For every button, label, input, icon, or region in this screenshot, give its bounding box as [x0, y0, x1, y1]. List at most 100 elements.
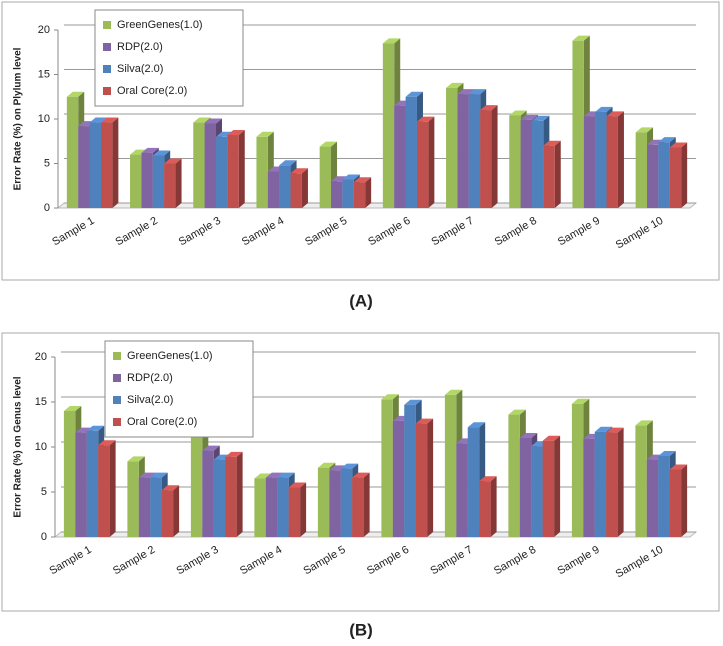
bar-top	[89, 117, 107, 123]
bar-top	[635, 420, 653, 426]
bar-side	[617, 111, 624, 208]
bar-side	[363, 472, 370, 537]
bar-side	[617, 427, 624, 537]
y-axis-label: Error Rate (%) on Genus level	[13, 376, 24, 517]
bar-top	[606, 111, 624, 117]
bar-top	[150, 472, 168, 478]
bar	[150, 477, 162, 537]
bar	[256, 136, 268, 208]
y-tick-label: 0	[44, 202, 50, 214]
bar-top	[202, 445, 220, 451]
bar-top	[606, 427, 624, 433]
legend-label: Silva(2.0)	[117, 63, 163, 75]
bar-top	[508, 409, 526, 415]
panel-label: (B)	[349, 620, 373, 639]
bar	[479, 481, 491, 537]
bar-side	[681, 142, 688, 208]
bar	[572, 40, 584, 209]
legend-box	[94, 9, 244, 107]
bar	[127, 461, 139, 537]
y-tick-label: 10	[35, 441, 47, 453]
bar	[63, 411, 76, 537]
bar-top	[225, 451, 243, 457]
bar-top	[381, 394, 399, 400]
bar	[265, 477, 278, 537]
bar	[606, 116, 618, 208]
bar	[635, 132, 648, 208]
bar-top	[204, 118, 222, 124]
bar-top	[572, 35, 590, 41]
panel-label: (A)	[349, 291, 373, 310]
bar	[331, 181, 343, 208]
bar-top	[342, 174, 360, 180]
bar-top	[193, 117, 211, 123]
y-tick-label: 20	[38, 24, 50, 36]
bar	[227, 135, 239, 208]
bar-top	[479, 476, 497, 482]
bar-top	[290, 168, 308, 174]
bar	[340, 468, 353, 537]
y-tick-label: 10	[38, 113, 50, 125]
bar-top	[658, 451, 676, 456]
bar	[457, 94, 469, 208]
bar-top	[509, 110, 527, 116]
bar-top	[457, 89, 475, 95]
bar-top	[444, 389, 463, 395]
legend-swatch	[103, 87, 111, 95]
bar-side	[173, 485, 180, 537]
y-tick-label: 5	[41, 486, 47, 498]
bar-side	[681, 464, 688, 537]
bar-top	[467, 422, 486, 428]
bar	[392, 420, 405, 537]
bar	[352, 477, 364, 537]
bar	[382, 43, 395, 208]
y-tick-label: 15	[35, 396, 47, 408]
bar-top	[595, 106, 613, 112]
bar	[480, 110, 492, 208]
bar	[543, 145, 555, 208]
bar	[571, 403, 584, 537]
bar	[532, 120, 544, 208]
y-tick-label: 20	[35, 351, 47, 363]
bar	[216, 136, 228, 208]
bar	[130, 154, 142, 208]
bar	[319, 146, 332, 208]
bar	[152, 155, 165, 208]
bar-top	[329, 465, 347, 471]
bar	[86, 430, 99, 537]
bar-top	[658, 137, 676, 143]
bar	[468, 94, 481, 208]
bar	[415, 423, 428, 537]
legend-swatch	[113, 418, 121, 426]
bar-top	[405, 91, 423, 97]
bar-top	[519, 433, 538, 438]
legend-swatch	[103, 43, 111, 51]
bar	[404, 404, 416, 537]
y-tick-label: 5	[44, 157, 50, 169]
bar-top	[352, 472, 370, 478]
bar	[267, 171, 280, 208]
bar	[646, 459, 659, 537]
bar-top	[279, 160, 297, 166]
bar-top	[331, 176, 349, 182]
legend-label: GreenGenes(1.0)	[127, 350, 213, 362]
bar-side	[554, 435, 561, 537]
bar	[520, 119, 532, 208]
bar	[290, 173, 302, 208]
bar	[190, 435, 203, 537]
bar	[98, 445, 110, 537]
bar	[213, 459, 226, 537]
bar-side	[554, 140, 561, 208]
bar	[89, 122, 101, 208]
bar	[416, 121, 429, 208]
bar	[635, 425, 647, 537]
legend-swatch	[103, 21, 111, 29]
bar-side	[428, 116, 435, 208]
bar-side	[238, 130, 245, 208]
bar-top	[532, 115, 550, 121]
bar-side	[236, 451, 243, 537]
bar-top	[127, 456, 145, 462]
bar	[204, 123, 216, 208]
